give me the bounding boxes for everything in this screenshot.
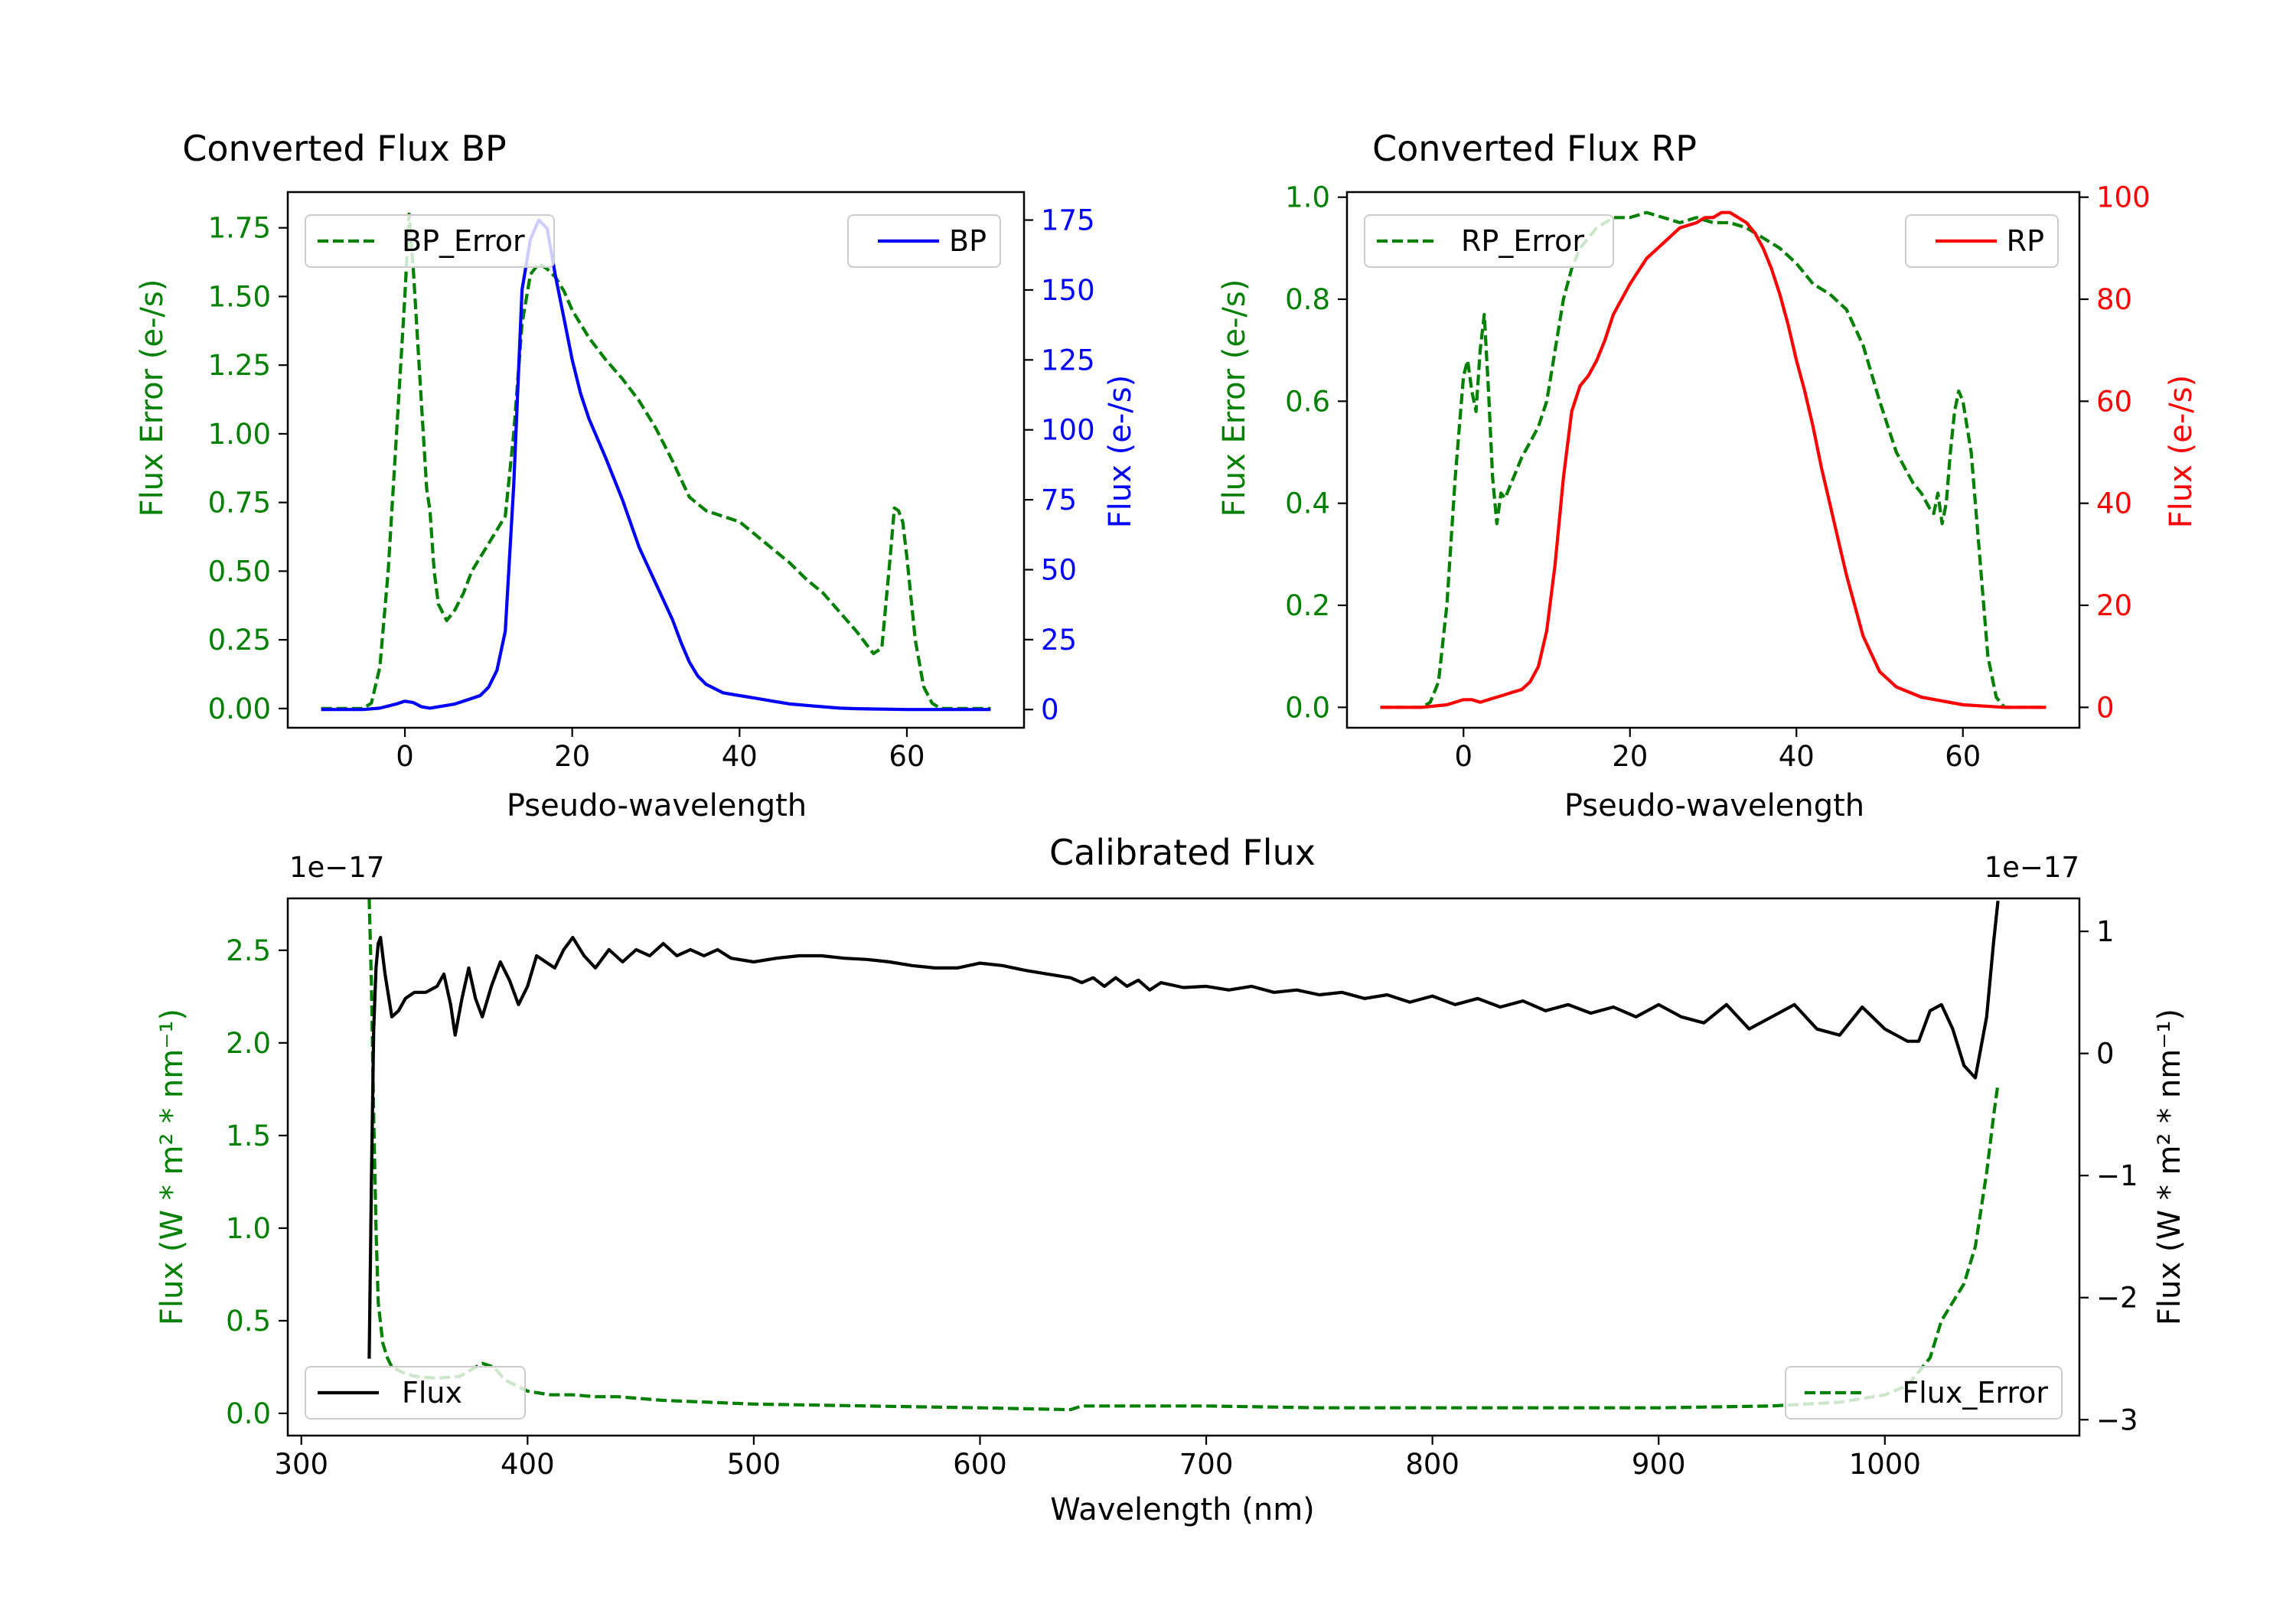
- y-axis-label-right: Flux (W * m² * nm⁻¹): [2152, 1009, 2187, 1325]
- y-left-tick-label: 0.2: [1285, 589, 1330, 622]
- y-left-tick-label: 1.0: [1285, 181, 1330, 214]
- legend-flux-error: Flux_Error: [1785, 1366, 2063, 1420]
- y-right-tick-label: 80: [2096, 283, 2132, 316]
- y-right-tick-label: 0: [1041, 693, 1059, 726]
- legend-label: Flux: [402, 1376, 462, 1410]
- y-right-tick-label: 40: [2096, 487, 2132, 520]
- y-right-tick-label: 100: [1041, 414, 1095, 447]
- x-tick-label: 0: [1454, 740, 1473, 773]
- x-tick-label: 1000: [1849, 1448, 1921, 1481]
- y-right-tick-label: 125: [1041, 344, 1095, 376]
- x-tick-label: 60: [889, 740, 925, 773]
- y-left-tick-label: 0.8: [1285, 283, 1330, 316]
- y-axis-label-right: Flux (e-/s): [2164, 375, 2199, 528]
- y-left-tick-label: 1.25: [208, 349, 271, 382]
- plot-frame: [286, 897, 2081, 1437]
- legend-label: RP: [2007, 224, 2044, 258]
- legend-bp: BP: [847, 214, 1001, 268]
- y-left-tick-label: 1.0: [226, 1212, 271, 1245]
- x-tick-label: 500: [727, 1448, 781, 1481]
- chart-panel-rp: 0 20 40 60 0.0 0.2 0.4 0.6 0.8 1.0 0 20 40 60 80 100 Con…: [1217, 128, 2199, 823]
- y-right-tick-label: 175: [1041, 204, 1095, 237]
- y-left-tick-label: 2.5: [226, 934, 271, 967]
- x-tick-label: 400: [501, 1448, 555, 1481]
- y-right-tick-label: 100: [2096, 181, 2151, 214]
- series-bp-error-line: [321, 212, 991, 711]
- series-rp-line: [1380, 210, 2047, 709]
- x-tick-label: 700: [1179, 1448, 1234, 1481]
- y-left-tick-label: 0.25: [208, 624, 271, 657]
- x-axis-label: Pseudo-wavelength: [507, 788, 807, 823]
- y-axis-label-right: Flux (e-/s): [1103, 375, 1138, 528]
- y-axis-label-left: Flux Error (e-/s): [1217, 279, 1252, 517]
- y-left-tick-label: 0.50: [208, 555, 271, 588]
- y-left-tick-label: 0.0: [1285, 691, 1330, 724]
- y-axis-label-left: Flux (W * m² * nm⁻¹): [155, 1009, 190, 1325]
- y-right-tick-label: 0: [2096, 691, 2115, 724]
- offset-text-right: 1e−17: [1985, 851, 2079, 884]
- legend-box: [1364, 214, 1614, 268]
- x-tick-label: 40: [1779, 740, 1815, 773]
- x-tick-label: 300: [274, 1448, 328, 1481]
- legend-box: [1785, 1366, 2063, 1420]
- plot-frame: [286, 191, 1026, 729]
- legend-rp: RP: [1905, 214, 2059, 268]
- y-right-tick-label: 0: [2096, 1038, 2115, 1071]
- x-tick-label: 40: [722, 740, 758, 773]
- chart-title: Calibrated Flux: [1049, 832, 1316, 873]
- y-right-tick-label: −2: [2096, 1282, 2138, 1315]
- series-rp-error-line: [1380, 210, 2047, 709]
- y-axis-label-left: Flux Error (e-/s): [135, 279, 170, 517]
- y-right-tick-label: 150: [1041, 274, 1095, 307]
- y-left-tick-label: 0.5: [226, 1305, 271, 1338]
- y-right-tick-label: 1: [2096, 915, 2115, 948]
- chart-title: Converted Flux RP: [1372, 128, 1697, 169]
- y-left-tick-label: 1.50: [208, 280, 271, 313]
- series-flux-line: [367, 900, 2000, 1359]
- y-right-tick-label: 60: [2096, 385, 2132, 418]
- y-left-tick-label: 0.6: [1285, 385, 1330, 418]
- x-axis-label: Wavelength (nm): [1050, 1492, 1315, 1527]
- legend-label: RP_Error: [1461, 224, 1584, 258]
- y-left-tick-label: 1.5: [226, 1120, 271, 1152]
- x-tick-label: 0: [396, 740, 414, 773]
- x-tick-label: 60: [1945, 740, 1981, 773]
- x-tick-label: 600: [953, 1448, 1007, 1481]
- offset-text-left: 1e−17: [289, 851, 384, 884]
- y-left-tick-label: 1.75: [208, 212, 271, 245]
- y-right-tick-label: 75: [1041, 484, 1077, 517]
- y-left-tick-label: 2.0: [226, 1027, 271, 1060]
- x-tick-label: 800: [1405, 1448, 1459, 1481]
- legend-bp-error: BP_Error: [305, 214, 555, 268]
- plot-frame: [1345, 191, 2081, 729]
- legend-box: [305, 214, 555, 268]
- series-flux-error-line: [367, 898, 2000, 1412]
- legend-flux: Flux: [305, 1366, 526, 1420]
- x-tick-label: 20: [554, 740, 590, 773]
- x-tick-label: 20: [1612, 740, 1648, 773]
- y-left-tick-label: 0.75: [208, 487, 271, 520]
- y-right-tick-label: 50: [1041, 553, 1077, 586]
- chart-panel-bp: 0 20 40 60 0.00 0.25 0.50 0.75 1.00 1.25 1.50 1.75 0…: [135, 128, 1138, 823]
- legend-label: BP: [949, 224, 987, 258]
- y-left-tick-label: 0.4: [1285, 487, 1330, 520]
- y-right-tick-label: −3: [2096, 1403, 2138, 1436]
- x-tick-label: 900: [1632, 1448, 1686, 1481]
- y-right-tick-label: 25: [1041, 624, 1077, 657]
- chart-panel-calibrated: 300 400 500 600 700 800 900 1000 0.0 0.5 1.0 1.5 2.0…: [155, 832, 2187, 1527]
- y-right-tick-label: −1: [2096, 1159, 2138, 1192]
- y-left-tick-label: 0.00: [208, 693, 271, 725]
- chart-title: Converted Flux BP: [182, 128, 507, 169]
- series-bp-line: [321, 218, 991, 712]
- legend-box: [305, 1366, 526, 1420]
- y-left-tick-label: 0.0: [226, 1397, 271, 1430]
- x-axis-label: Pseudo-wavelength: [1564, 788, 1864, 823]
- legend-label: BP_Error: [402, 224, 525, 258]
- y-left-tick-label: 1.00: [208, 418, 271, 451]
- y-right-tick-label: 20: [2096, 589, 2132, 622]
- legend-label: Flux_Error: [1902, 1376, 2048, 1410]
- legend-rp-error: RP_Error: [1364, 214, 1614, 268]
